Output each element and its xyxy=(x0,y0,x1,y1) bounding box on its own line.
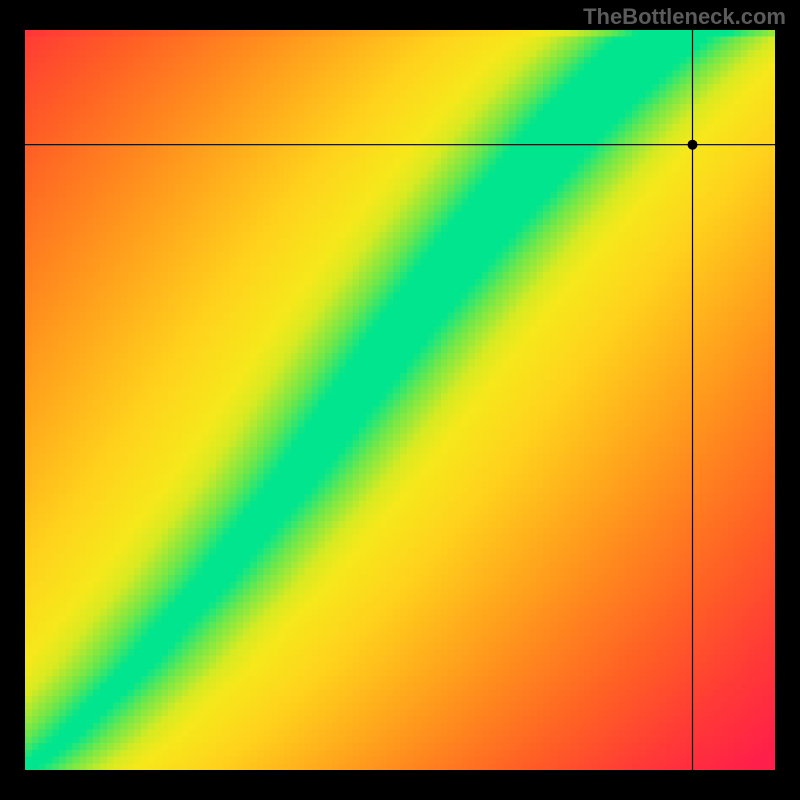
bottleneck-heatmap xyxy=(25,30,775,770)
chart-container: { "chart": { "type": "heatmap", "source_… xyxy=(0,0,800,800)
watermark-text: TheBottleneck.com xyxy=(583,4,786,30)
